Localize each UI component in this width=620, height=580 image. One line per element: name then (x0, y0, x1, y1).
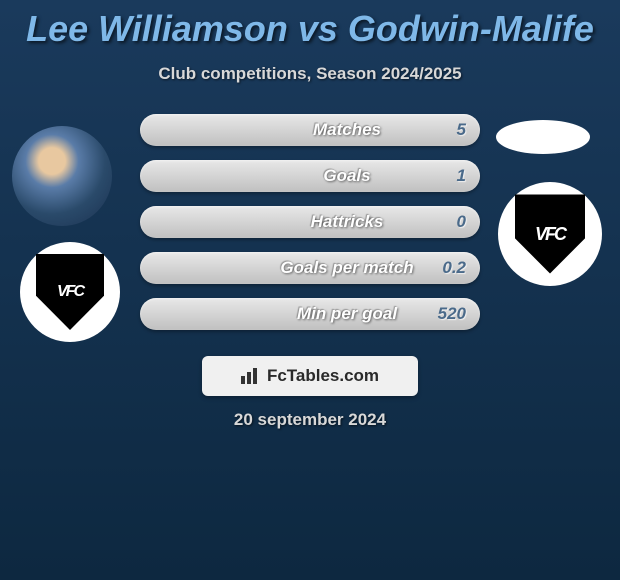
stat-label: Min per goal (264, 304, 430, 324)
page-subtitle: Club competitions, Season 2024/2025 (0, 64, 620, 84)
player-right-avatar (496, 120, 590, 154)
shield-icon: VFC (36, 254, 104, 330)
stats-list: Matches 5 Goals 1 Hattricks 0 Goals per … (140, 114, 480, 344)
club-left-badge: VFC (20, 242, 120, 342)
stat-row-mpg: Min per goal 520 (140, 298, 480, 330)
club-right-badge: VFC (498, 182, 602, 286)
chart-icon (241, 368, 261, 384)
stat-value: 1 (430, 166, 466, 186)
stat-value: 0.2 (430, 258, 466, 278)
stat-value: 0 (430, 212, 466, 232)
stat-value: 520 (430, 304, 466, 324)
stat-row-goals: Goals 1 (140, 160, 480, 192)
stat-label: Goals (264, 166, 430, 186)
stat-row-gpm: Goals per match 0.2 (140, 252, 480, 284)
shield-text: VFC (57, 283, 83, 301)
stat-label: Goals per match (264, 258, 430, 278)
comparison-content: VFC VFC Matches 5 Goals 1 Hattricks 0 Go… (0, 114, 620, 374)
branding-text: FcTables.com (267, 366, 379, 386)
stat-value: 5 (430, 120, 466, 140)
shield-text: VFC (535, 224, 565, 245)
stat-label: Matches (264, 120, 430, 140)
stat-row-hattricks: Hattricks 0 (140, 206, 480, 238)
stat-row-matches: Matches 5 (140, 114, 480, 146)
shield-icon: VFC (515, 194, 586, 273)
stat-label: Hattricks (264, 212, 430, 232)
footer-date: 20 september 2024 (234, 410, 386, 430)
player-left-avatar (12, 126, 112, 226)
branding-box[interactable]: FcTables.com (202, 356, 418, 396)
page-title: Lee Williamson vs Godwin-Malife (0, 0, 620, 50)
